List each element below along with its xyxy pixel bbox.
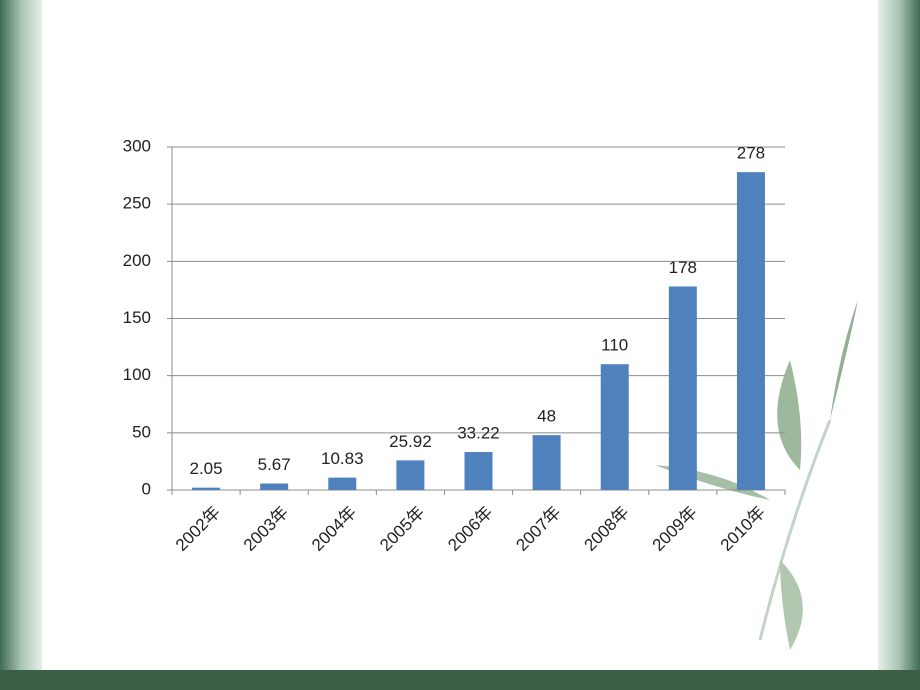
right-border xyxy=(878,0,920,690)
y-tick-label: 300 xyxy=(123,136,151,155)
value-label: 110 xyxy=(601,336,628,355)
value-label: 2.05 xyxy=(190,459,223,478)
bottom-border xyxy=(0,670,920,690)
y-tick-label: 200 xyxy=(123,251,151,270)
value-label: 178 xyxy=(669,258,697,277)
value-label: 5.67 xyxy=(258,455,291,474)
y-tick-label: 50 xyxy=(132,422,151,441)
bar xyxy=(192,487,221,490)
y-tick-label: 250 xyxy=(123,194,151,213)
value-label: 278 xyxy=(737,144,765,163)
y-tick-label: 100 xyxy=(123,365,151,384)
bar xyxy=(600,364,629,490)
bar xyxy=(396,460,425,490)
value-label: 25.92 xyxy=(389,432,432,451)
bar xyxy=(736,172,765,491)
bar xyxy=(532,435,561,490)
bar xyxy=(464,452,493,490)
bamboo-decoration xyxy=(655,300,858,650)
y-tick-label: 150 xyxy=(123,308,151,327)
value-label: 33.22 xyxy=(457,424,500,443)
bar xyxy=(260,483,289,490)
bar xyxy=(668,286,697,490)
value-label: 10.83 xyxy=(321,449,364,468)
left-border xyxy=(0,0,42,690)
y-tick-label: 0 xyxy=(142,479,151,498)
value-label: 48 xyxy=(537,407,556,426)
bar xyxy=(328,477,357,490)
